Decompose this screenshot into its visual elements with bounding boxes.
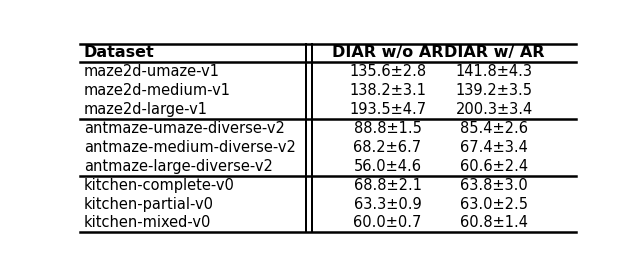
Text: antmaze-large-diverse-v2: antmaze-large-diverse-v2 xyxy=(84,159,273,174)
Text: 193.5±4.7: 193.5±4.7 xyxy=(349,102,426,117)
Text: kitchen-complete-v0: kitchen-complete-v0 xyxy=(84,178,235,193)
Text: 60.0±0.7: 60.0±0.7 xyxy=(353,215,422,230)
Text: 88.8±1.5: 88.8±1.5 xyxy=(353,121,422,136)
Text: 67.4±3.4: 67.4±3.4 xyxy=(460,140,528,155)
Text: 56.0±4.6: 56.0±4.6 xyxy=(353,159,422,174)
Text: antmaze-medium-diverse-v2: antmaze-medium-diverse-v2 xyxy=(84,140,296,155)
Text: DIAR w/o AR: DIAR w/o AR xyxy=(332,46,444,61)
Text: 139.2±3.5: 139.2±3.5 xyxy=(456,83,532,98)
Text: antmaze-umaze-diverse-v2: antmaze-umaze-diverse-v2 xyxy=(84,121,285,136)
Text: 68.2±6.7: 68.2±6.7 xyxy=(353,140,422,155)
Text: maze2d-umaze-v1: maze2d-umaze-v1 xyxy=(84,64,220,79)
Text: 60.6±2.4: 60.6±2.4 xyxy=(460,159,528,174)
Text: maze2d-medium-v1: maze2d-medium-v1 xyxy=(84,83,231,98)
Text: 68.8±2.1: 68.8±2.1 xyxy=(353,178,422,193)
Text: 138.2±3.1: 138.2±3.1 xyxy=(349,83,426,98)
Text: 85.4±2.6: 85.4±2.6 xyxy=(460,121,528,136)
Text: maze2d-large-v1: maze2d-large-v1 xyxy=(84,102,208,117)
Text: 200.3±3.4: 200.3±3.4 xyxy=(456,102,532,117)
Text: 135.6±2.8: 135.6±2.8 xyxy=(349,64,426,79)
Text: 63.8±3.0: 63.8±3.0 xyxy=(460,178,528,193)
Text: 63.3±0.9: 63.3±0.9 xyxy=(354,196,421,211)
Text: 60.8±1.4: 60.8±1.4 xyxy=(460,215,528,230)
Text: 141.8±4.3: 141.8±4.3 xyxy=(456,64,532,79)
Text: DIAR w/ AR: DIAR w/ AR xyxy=(444,46,545,61)
Text: Dataset: Dataset xyxy=(84,46,155,61)
Text: 63.0±2.5: 63.0±2.5 xyxy=(460,196,528,211)
Text: kitchen-mixed-v0: kitchen-mixed-v0 xyxy=(84,215,211,230)
Text: kitchen-partial-v0: kitchen-partial-v0 xyxy=(84,196,214,211)
